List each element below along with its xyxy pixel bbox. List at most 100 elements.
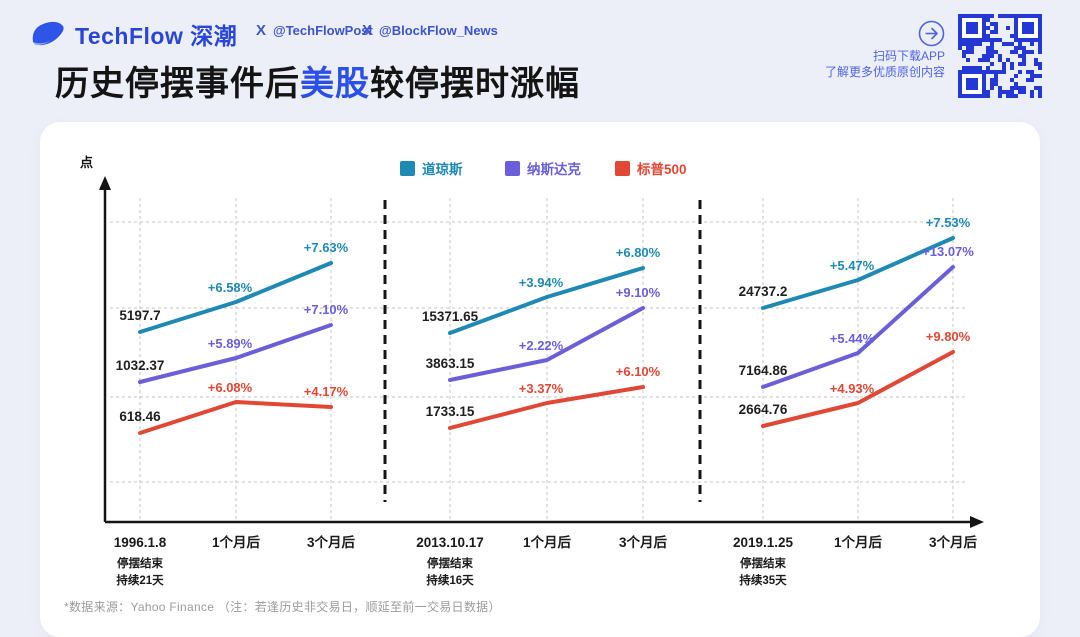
pct-1m-label: +5.44%	[830, 331, 875, 346]
qr-module	[1026, 78, 1030, 82]
qr-module	[982, 58, 986, 62]
qr-module	[986, 90, 990, 94]
sp500-color-swatch	[615, 160, 630, 176]
pct-1m-label: +5.89%	[208, 336, 253, 351]
qr-module	[998, 90, 1002, 94]
qr-module	[1006, 90, 1010, 94]
shutdown-note: 停摆结束	[117, 556, 163, 570]
qr-module	[1002, 62, 1006, 66]
qr-module	[962, 66, 966, 70]
qr-module	[966, 42, 970, 46]
qr-module	[1018, 70, 1022, 74]
qr-module	[1002, 70, 1006, 74]
qr-module	[994, 74, 998, 78]
qr-module	[1030, 74, 1034, 78]
qr-module	[1002, 66, 1006, 70]
qr-module	[1018, 90, 1022, 94]
start-value-label: 7164.86	[739, 363, 788, 378]
qr-module	[1014, 74, 1018, 78]
qr-module	[998, 70, 1002, 74]
shutdown-duration-note: 持续16天	[426, 573, 474, 587]
start-value-label: 5197.7	[119, 308, 160, 323]
qr-module	[982, 54, 986, 58]
twitter-handle-blockflownews[interactable]: X @BlockFlow_News	[362, 22, 498, 39]
series-line-道琼斯	[138, 261, 333, 334]
qr-module	[1034, 74, 1038, 78]
qr-module	[990, 14, 994, 18]
qr-module	[990, 82, 994, 86]
x-axis-arrowhead	[970, 516, 984, 528]
qr-module	[1006, 26, 1010, 30]
pct-3m-label: +7.53%	[926, 215, 971, 230]
pct-1m-label: +6.08%	[208, 380, 253, 395]
qr-module	[1038, 90, 1042, 94]
start-value-label: 1733.15	[426, 404, 475, 419]
qr-module	[1018, 54, 1022, 58]
series-line-纳斯达克	[448, 306, 645, 382]
pct-3m-label: +7.10%	[304, 302, 349, 317]
series-line-道琼斯	[448, 266, 645, 335]
qr-module	[958, 46, 962, 50]
x-tick-label: 1个月后	[523, 534, 572, 550]
twitter-handle-techflowpost[interactable]: X @TechFlowPost	[256, 22, 373, 39]
qr-module	[1022, 90, 1026, 94]
qr-module	[962, 54, 966, 58]
x-tick-label: 3个月后	[307, 534, 356, 550]
qr-module	[1010, 50, 1014, 54]
qr-module	[1010, 66, 1014, 70]
x-tick-label: 1个月后	[212, 534, 261, 550]
qr-module	[1034, 86, 1038, 90]
qr-module	[1006, 94, 1010, 98]
qr-module	[1038, 42, 1042, 46]
qr-module	[994, 38, 998, 42]
page-title: 历史停摆事件后美股较停摆时涨幅	[55, 56, 580, 105]
qr-module	[1006, 42, 1010, 46]
qr-module	[1022, 58, 1026, 62]
x-logo-icon: X	[256, 22, 267, 39]
start-value-label: 2664.76	[739, 402, 788, 417]
qr-module	[1030, 78, 1034, 82]
legend-label: 道琼斯	[422, 162, 463, 177]
qr-module	[966, 46, 970, 50]
start-value-label: 1032.37	[116, 358, 165, 373]
qr-module	[986, 14, 990, 18]
qr-module	[1022, 50, 1026, 54]
qr-module	[986, 66, 990, 70]
qr-module	[974, 66, 978, 70]
qr-module	[998, 38, 1002, 42]
title-suffix: 较停摆时涨幅	[370, 65, 580, 103]
qr-module	[998, 14, 1002, 18]
legend-label: 标普500	[637, 162, 687, 177]
pct-1m-label: +5.47%	[830, 258, 875, 273]
qr-module	[978, 58, 982, 62]
qr-module	[1014, 94, 1018, 98]
qr-module	[1010, 42, 1014, 46]
qr-module	[966, 58, 970, 62]
qr-module	[1034, 58, 1038, 62]
series-line-标普500	[448, 385, 645, 430]
qr-module	[990, 62, 994, 66]
qr-module	[990, 86, 994, 90]
qr-module	[1014, 82, 1018, 86]
brand-logo: TechFlow 深潮	[30, 17, 237, 51]
qr-module	[958, 42, 962, 46]
shutdown-chart: 5197.7 +6.58% +7.63% 1032.37 +5.89% +7.10% 618…	[99, 176, 984, 587]
qr-module	[1030, 50, 1034, 54]
pct-1m-label: +2.22%	[519, 338, 564, 353]
pct-3m-label: +9.80%	[926, 329, 971, 344]
pct-1m-label: +6.58%	[208, 280, 253, 295]
qr-module	[1038, 50, 1042, 54]
qr-module	[998, 58, 1002, 62]
qr-module	[1030, 70, 1034, 74]
qr-module	[990, 38, 994, 42]
qr-module	[1010, 78, 1014, 82]
qr-finder	[966, 22, 978, 34]
x-tick-label: 1个月后	[834, 534, 883, 550]
qr-module	[1014, 86, 1018, 90]
qr-module	[1038, 86, 1042, 90]
qr-module	[1010, 94, 1014, 98]
arrow-right-circle-icon[interactable]	[918, 20, 945, 47]
series-line-纳斯达克	[138, 323, 333, 384]
qr-module	[994, 78, 998, 82]
